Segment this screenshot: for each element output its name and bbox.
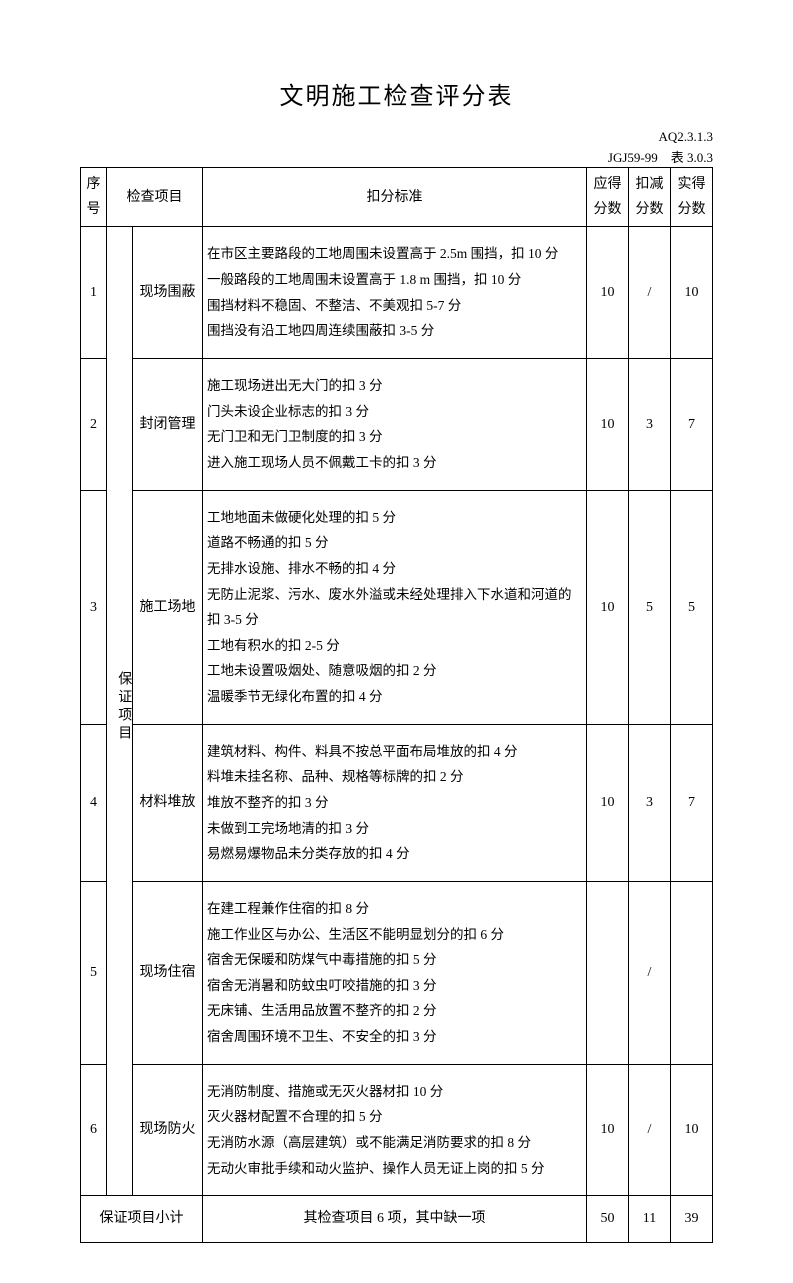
deduct-cell: 3 bbox=[629, 724, 671, 881]
category-cell: 保证项目 bbox=[107, 227, 133, 1196]
should-cell: 10 bbox=[587, 490, 629, 724]
col-criteria: 扣分标准 bbox=[203, 168, 587, 227]
item-cell: 现场住宿 bbox=[133, 881, 203, 1064]
seq-cell: 3 bbox=[81, 490, 107, 724]
actual-cell: 7 bbox=[671, 359, 713, 491]
seq-cell: 6 bbox=[81, 1064, 107, 1196]
criteria-cell: 建筑材料、构件、料具不按总平面布局堆放的扣 4 分料堆未挂名称、品种、规格等标牌… bbox=[203, 724, 587, 881]
should-cell: 10 bbox=[587, 227, 629, 359]
subtotal-row: 保证项目小计 其检查项目 6 项，其中缺一项 50 11 39 bbox=[81, 1196, 713, 1242]
table-header-row: 序号 检查项目 扣分标准 应得分数 扣减分数 实得分数 bbox=[81, 168, 713, 227]
deduct-cell: 5 bbox=[629, 490, 671, 724]
table-row: 5 现场住宿 在建工程兼作住宿的扣 8 分施工作业区与办公、生活区不能明显划分的… bbox=[81, 881, 713, 1064]
deduct-cell: 3 bbox=[629, 359, 671, 491]
criteria-cell: 在市区主要路段的工地周围未设置高于 2.5m 围挡，扣 10 分一般路段的工地周… bbox=[203, 227, 587, 359]
deduct-cell: / bbox=[629, 881, 671, 1064]
table-row: 4 材料堆放 建筑材料、构件、料具不按总平面布局堆放的扣 4 分料堆未挂名称、品… bbox=[81, 724, 713, 881]
criteria-cell: 无消防制度、措施或无灭火器材扣 10 分灭火器材配置不合理的扣 5 分无消防水源… bbox=[203, 1064, 587, 1196]
page-title: 文明施工检查评分表 bbox=[80, 76, 713, 111]
deduct-cell: / bbox=[629, 227, 671, 359]
subtotal-should: 50 bbox=[587, 1196, 629, 1242]
should-cell: 10 bbox=[587, 1064, 629, 1196]
actual-cell bbox=[671, 881, 713, 1064]
subtotal-deduct: 11 bbox=[629, 1196, 671, 1242]
actual-cell: 10 bbox=[671, 1064, 713, 1196]
col-deduct: 扣减分数 bbox=[629, 168, 671, 227]
col-actual: 实得分数 bbox=[671, 168, 713, 227]
seq-cell: 1 bbox=[81, 227, 107, 359]
col-seq: 序号 bbox=[81, 168, 107, 227]
seq-cell: 4 bbox=[81, 724, 107, 881]
item-cell: 现场防火 bbox=[133, 1064, 203, 1196]
item-cell: 现场围蔽 bbox=[133, 227, 203, 359]
item-cell: 施工场地 bbox=[133, 490, 203, 724]
deduct-cell: / bbox=[629, 1064, 671, 1196]
seq-cell: 5 bbox=[81, 881, 107, 1064]
actual-cell: 10 bbox=[671, 227, 713, 359]
criteria-cell: 在建工程兼作住宿的扣 8 分施工作业区与办公、生活区不能明显划分的扣 6 分宿舍… bbox=[203, 881, 587, 1064]
subtotal-label: 保证项目小计 bbox=[81, 1196, 203, 1242]
should-cell: 10 bbox=[587, 359, 629, 491]
subtotal-actual: 39 bbox=[671, 1196, 713, 1242]
criteria-cell: 施工现场进出无大门的扣 3 分门头未设企业标志的扣 3 分无门卫和无门卫制度的扣… bbox=[203, 359, 587, 491]
seq-cell: 2 bbox=[81, 359, 107, 491]
actual-cell: 5 bbox=[671, 490, 713, 724]
subtotal-note: 其检查项目 6 项，其中缺一项 bbox=[203, 1196, 587, 1242]
should-cell bbox=[587, 881, 629, 1064]
standard-code: JGJ59-99 表 3.0.3 bbox=[608, 147, 713, 166]
header-codes: AQ2.3.1.3 JGJ59-99 表 3.0.3 bbox=[80, 129, 713, 165]
item-cell: 材料堆放 bbox=[133, 724, 203, 881]
should-cell: 10 bbox=[587, 724, 629, 881]
table-row: 6 现场防火 无消防制度、措施或无灭火器材扣 10 分灭火器材配置不合理的扣 5… bbox=[81, 1064, 713, 1196]
col-should: 应得分数 bbox=[587, 168, 629, 227]
table-row: 2 封闭管理 施工现场进出无大门的扣 3 分门头未设企业标志的扣 3 分无门卫和… bbox=[81, 359, 713, 491]
item-cell: 封闭管理 bbox=[133, 359, 203, 491]
evaluation-table: 序号 检查项目 扣分标准 应得分数 扣减分数 实得分数 1 保证项目 现场围蔽 … bbox=[80, 167, 713, 1242]
col-item: 检查项目 bbox=[107, 168, 203, 227]
actual-cell: 7 bbox=[671, 724, 713, 881]
table-row: 1 保证项目 现场围蔽 在市区主要路段的工地周围未设置高于 2.5m 围挡，扣 … bbox=[81, 227, 713, 359]
criteria-cell: 工地地面未做硬化处理的扣 5 分道路不畅通的扣 5 分无排水设施、排水不畅的扣 … bbox=[203, 490, 587, 724]
doc-code: AQ2.3.1.3 bbox=[658, 129, 713, 145]
table-row: 3 施工场地 工地地面未做硬化处理的扣 5 分道路不畅通的扣 5 分无排水设施、… bbox=[81, 490, 713, 724]
